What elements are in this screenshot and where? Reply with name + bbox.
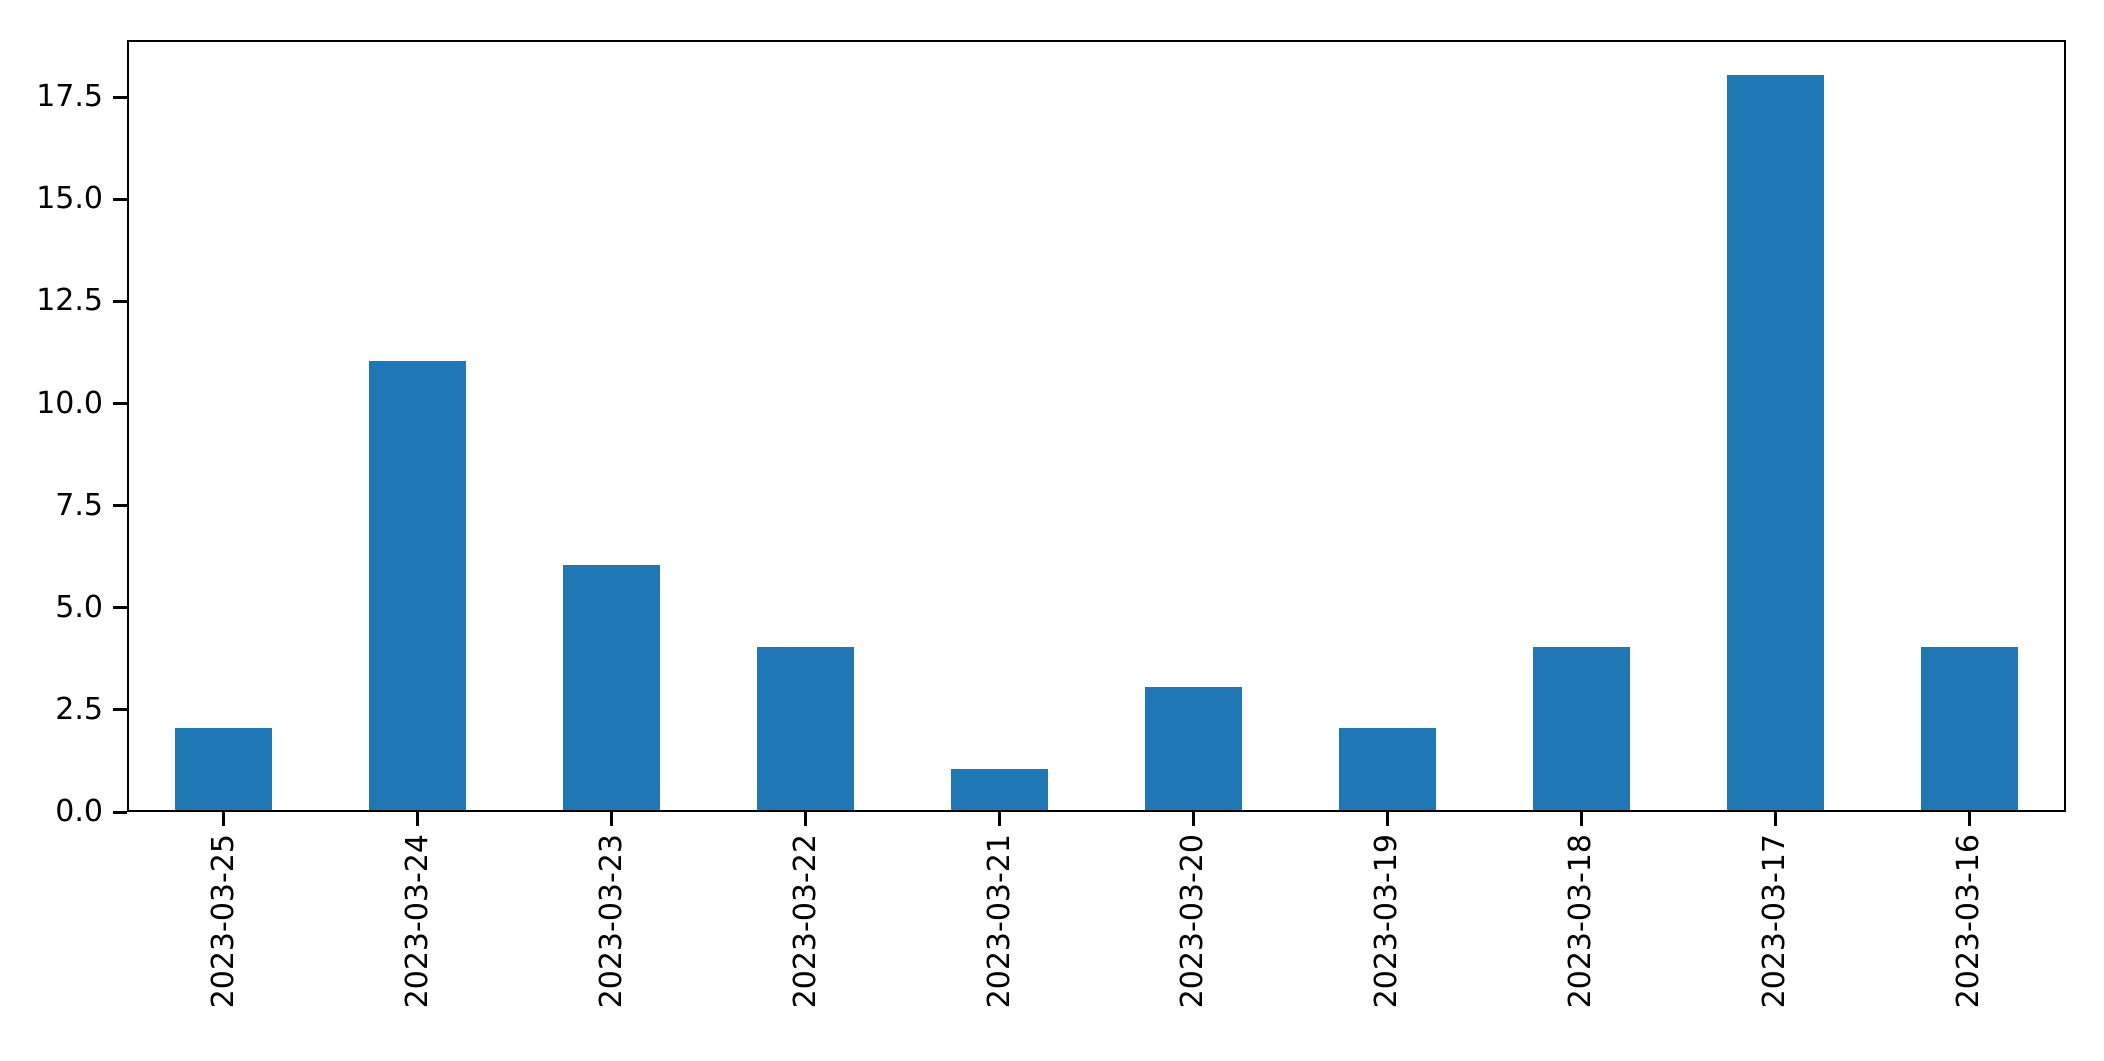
x-tick-mark — [804, 812, 808, 826]
x-tick-mark — [610, 812, 614, 826]
x-tick-label: 2023-03-17 — [1757, 834, 1793, 1009]
x-tick-label: 2023-03-16 — [1951, 834, 1987, 1009]
y-tick-label: 2.5 — [55, 691, 103, 727]
bar-2023-03-23 — [563, 564, 661, 810]
x-tick-label: 2023-03-22 — [787, 834, 823, 1009]
bar-2023-03-25 — [175, 728, 273, 810]
x-tick-label: 2023-03-21 — [981, 834, 1017, 1009]
x-tick-mark — [222, 812, 226, 826]
plot-area — [127, 40, 2066, 812]
y-tick-mark — [113, 95, 127, 99]
bar-2023-03-19 — [1338, 728, 1436, 810]
x-tick-label: 2023-03-23 — [593, 834, 629, 1009]
bar-2023-03-20 — [1144, 687, 1242, 810]
bar-2023-03-17 — [1726, 74, 1824, 810]
y-tick-mark — [113, 299, 127, 303]
y-tick-label: 10.0 — [36, 385, 103, 421]
y-tick-label: 15.0 — [36, 181, 103, 217]
x-tick-label: 2023-03-20 — [1175, 834, 1211, 1009]
x-tick-mark — [1773, 812, 1777, 826]
x-tick-label: 2023-03-25 — [205, 834, 241, 1009]
y-tick-mark — [113, 504, 127, 508]
y-tick-mark — [113, 606, 127, 610]
bar-2023-03-24 — [369, 360, 467, 810]
bar-2023-03-21 — [951, 769, 1048, 810]
y-tick-label: 5.0 — [55, 589, 103, 625]
y-tick-mark — [113, 708, 127, 712]
x-tick-mark — [1385, 812, 1389, 826]
bar-2023-03-22 — [757, 646, 855, 810]
x-tick-label: 2023-03-24 — [399, 834, 435, 1009]
x-tick-mark — [1191, 812, 1195, 826]
y-tick-label: 7.5 — [55, 487, 103, 523]
x-tick-mark — [416, 812, 420, 826]
y-tick-label: 12.5 — [36, 283, 103, 319]
y-tick-label: 0.0 — [55, 794, 103, 829]
bar-2023-03-16 — [1920, 646, 2018, 810]
y-tick-mark — [113, 810, 127, 814]
x-tick-mark — [998, 812, 1002, 826]
bar-2023-03-18 — [1532, 646, 1630, 810]
x-tick-label: 2023-03-18 — [1563, 834, 1599, 1009]
y-tick-mark — [113, 402, 127, 406]
y-tick-mark — [113, 197, 127, 201]
x-tick-mark — [1967, 812, 1971, 826]
y-tick-label: 17.5 — [36, 79, 103, 115]
x-tick-label: 2023-03-19 — [1369, 834, 1405, 1009]
x-tick-mark — [1579, 812, 1583, 826]
